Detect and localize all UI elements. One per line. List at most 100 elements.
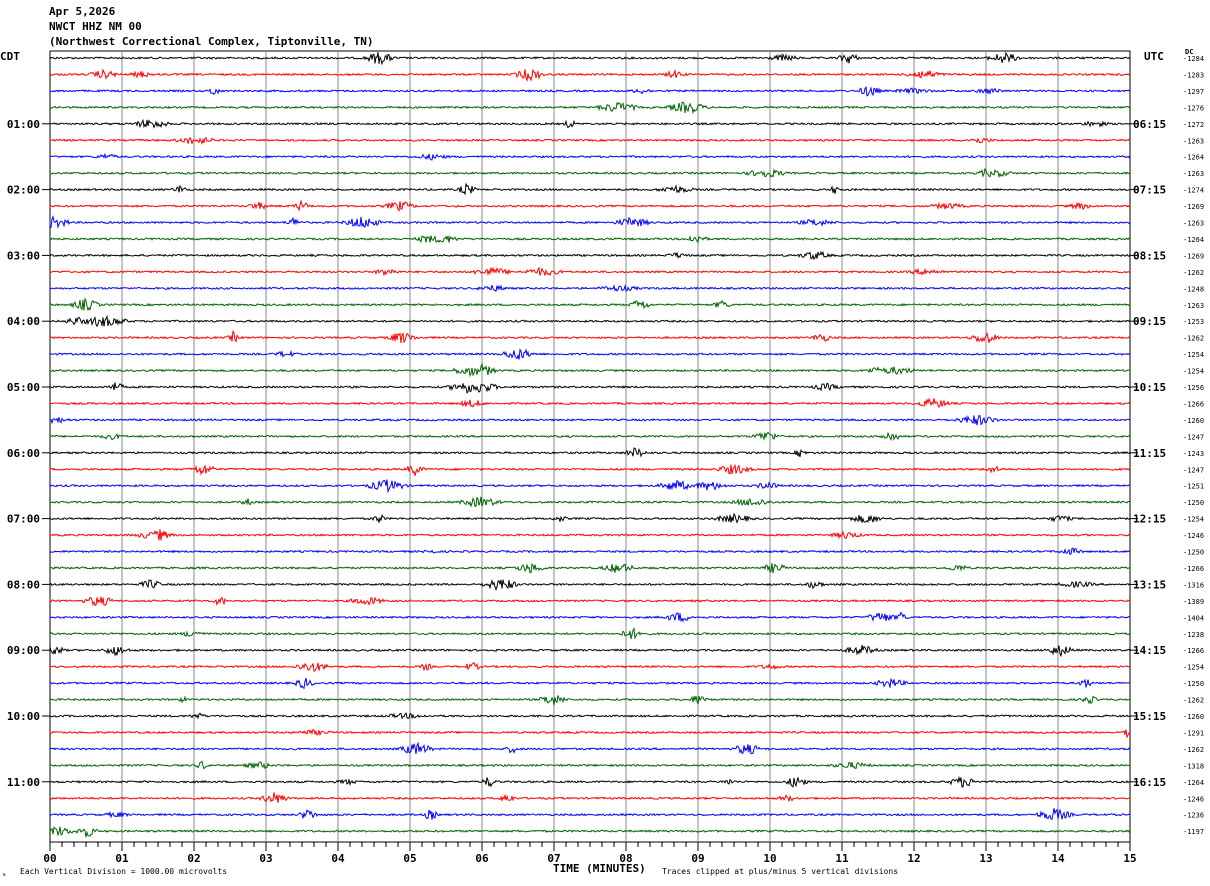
dc-offset-label: -1254 bbox=[1183, 368, 1204, 376]
x-tick-label: 13 bbox=[979, 852, 992, 865]
dc-offset-label: -1248 bbox=[1183, 285, 1204, 293]
trace-line bbox=[49, 661, 1131, 672]
x-tick-label: 11 bbox=[835, 852, 849, 865]
dc-offset-label: -1262 bbox=[1183, 269, 1204, 277]
trace-line bbox=[49, 826, 1131, 838]
x-tick-label: 08 bbox=[619, 852, 632, 865]
trace-line bbox=[49, 626, 1131, 640]
trace-line bbox=[49, 329, 1131, 344]
usgs-logo-icon: ₘ bbox=[2, 870, 7, 878]
x-tick-label: 00 bbox=[43, 852, 56, 865]
trace-line bbox=[49, 728, 1131, 739]
left-hour-label: 10:00 bbox=[7, 710, 40, 723]
trace-line bbox=[49, 760, 1131, 770]
trace-line bbox=[49, 118, 1131, 129]
x-tick-label: 02 bbox=[187, 852, 200, 865]
dc-offset-label: -1283 bbox=[1183, 71, 1204, 79]
header-date: Apr 5,2026 bbox=[49, 5, 116, 18]
trace-line bbox=[49, 414, 1131, 426]
x-tick-label: 07 bbox=[547, 852, 560, 865]
trace-line bbox=[49, 199, 1131, 212]
right-hour-label: 11:15 bbox=[1133, 447, 1166, 460]
dc-offset-label: -1256 bbox=[1183, 384, 1204, 392]
dc-offset-label: -1318 bbox=[1183, 762, 1204, 770]
trace-line bbox=[49, 101, 1131, 115]
trace-line bbox=[49, 397, 1131, 409]
dc-offset-label: -1247 bbox=[1183, 433, 1204, 441]
right-hour-label: 13:15 bbox=[1133, 578, 1166, 591]
dc-offset-label: -1404 bbox=[1183, 614, 1204, 622]
left-hour-label: 03:00 bbox=[7, 249, 40, 262]
dc-offset-label: -1262 bbox=[1183, 746, 1204, 754]
dc-offset-label: -1250 bbox=[1183, 549, 1204, 557]
dc-offset-label: -1264 bbox=[1183, 236, 1204, 244]
left-hour-label: 11:00 bbox=[7, 776, 40, 789]
trace-line bbox=[49, 85, 1131, 97]
dc-offset-label: -1243 bbox=[1183, 450, 1204, 458]
dc-offset-label: -1250 bbox=[1183, 680, 1204, 688]
dc-offset-label: -1197 bbox=[1183, 828, 1204, 836]
right-hour-label: 12:15 bbox=[1133, 513, 1166, 526]
dc-offset-label: -1269 bbox=[1183, 203, 1204, 211]
dc-offset-label: -1254 bbox=[1183, 516, 1204, 524]
header-station: NWCT HHZ NM 00 bbox=[49, 20, 142, 33]
trace-line bbox=[49, 775, 1130, 788]
dc-offset-label: -1254 bbox=[1183, 351, 1204, 359]
right-hour-label: 10:15 bbox=[1133, 381, 1166, 394]
dc-offset-label: -1264 bbox=[1183, 154, 1204, 162]
trace-line bbox=[49, 382, 1131, 394]
dc-offset-label: -1260 bbox=[1183, 713, 1204, 721]
left-hour-label: 09:00 bbox=[7, 644, 40, 657]
trace-line bbox=[49, 447, 1131, 458]
trace-line bbox=[49, 463, 1131, 476]
left-hour-label: 04:00 bbox=[7, 315, 40, 328]
left-hour-label: 05:00 bbox=[7, 381, 40, 394]
dc-offset-label: -1274 bbox=[1183, 187, 1204, 195]
left-hour-label: 07:00 bbox=[7, 513, 40, 526]
trace-line bbox=[49, 348, 1131, 360]
dc-offset-label: -1254 bbox=[1183, 664, 1204, 672]
right-hour-label: 15:15 bbox=[1133, 710, 1166, 723]
trace-line bbox=[49, 792, 1130, 803]
right-timezone-label: UTC bbox=[1144, 50, 1164, 63]
trace-line bbox=[49, 596, 1131, 607]
trace-line bbox=[49, 547, 1131, 556]
trace-line bbox=[49, 314, 1131, 328]
trace-line bbox=[49, 250, 1131, 261]
trace-line bbox=[49, 695, 1131, 706]
header-location: (Northwest Correctional Complex, Tiptonv… bbox=[49, 35, 374, 48]
right-hour-label: 09:15 bbox=[1133, 315, 1166, 328]
dc-offset-label: -1246 bbox=[1183, 532, 1204, 540]
dc-offset-label: -1263 bbox=[1183, 302, 1204, 310]
dc-offset-label: -1276 bbox=[1183, 104, 1204, 112]
dc-offset-label: -1266 bbox=[1183, 565, 1204, 573]
x-axis-title: TIME (MINUTES) bbox=[553, 862, 646, 875]
trace-line bbox=[49, 479, 1131, 494]
x-tick-label: 06 bbox=[475, 852, 489, 865]
dc-label: DC bbox=[1185, 48, 1194, 56]
trace-line bbox=[49, 167, 1131, 179]
x-tick-label: 04 bbox=[331, 852, 345, 865]
dc-offset-label: -1272 bbox=[1183, 121, 1204, 129]
dc-offset-label: -1297 bbox=[1183, 88, 1204, 96]
dc-offset-label: -1262 bbox=[1183, 335, 1204, 343]
trace-line bbox=[49, 677, 1131, 690]
left-hour-label: 01:00 bbox=[7, 118, 40, 131]
clip-note: Traces clipped at plus/minus 5 vertical … bbox=[662, 867, 899, 876]
right-hour-label: 16:15 bbox=[1133, 776, 1166, 789]
x-tick-label: 03 bbox=[259, 852, 272, 865]
dc-offset-label: -1250 bbox=[1183, 499, 1204, 507]
x-tick-label: 14 bbox=[1051, 852, 1065, 865]
right-hour-label: 08:15 bbox=[1133, 249, 1166, 262]
dc-offset-label: -1260 bbox=[1183, 417, 1204, 425]
scale-note: Each Vertical Division = 1000.00 microvo… bbox=[20, 867, 228, 876]
left-hour-label: 06:00 bbox=[7, 447, 40, 460]
dc-offset-label: -1238 bbox=[1183, 631, 1204, 639]
dc-offset-label: -1269 bbox=[1183, 252, 1204, 260]
trace-line bbox=[49, 611, 1131, 623]
trace-line bbox=[49, 512, 1131, 524]
trace-line bbox=[49, 215, 1131, 229]
right-hour-label: 06:15 bbox=[1133, 118, 1166, 131]
x-tick-label: 10 bbox=[763, 852, 776, 865]
